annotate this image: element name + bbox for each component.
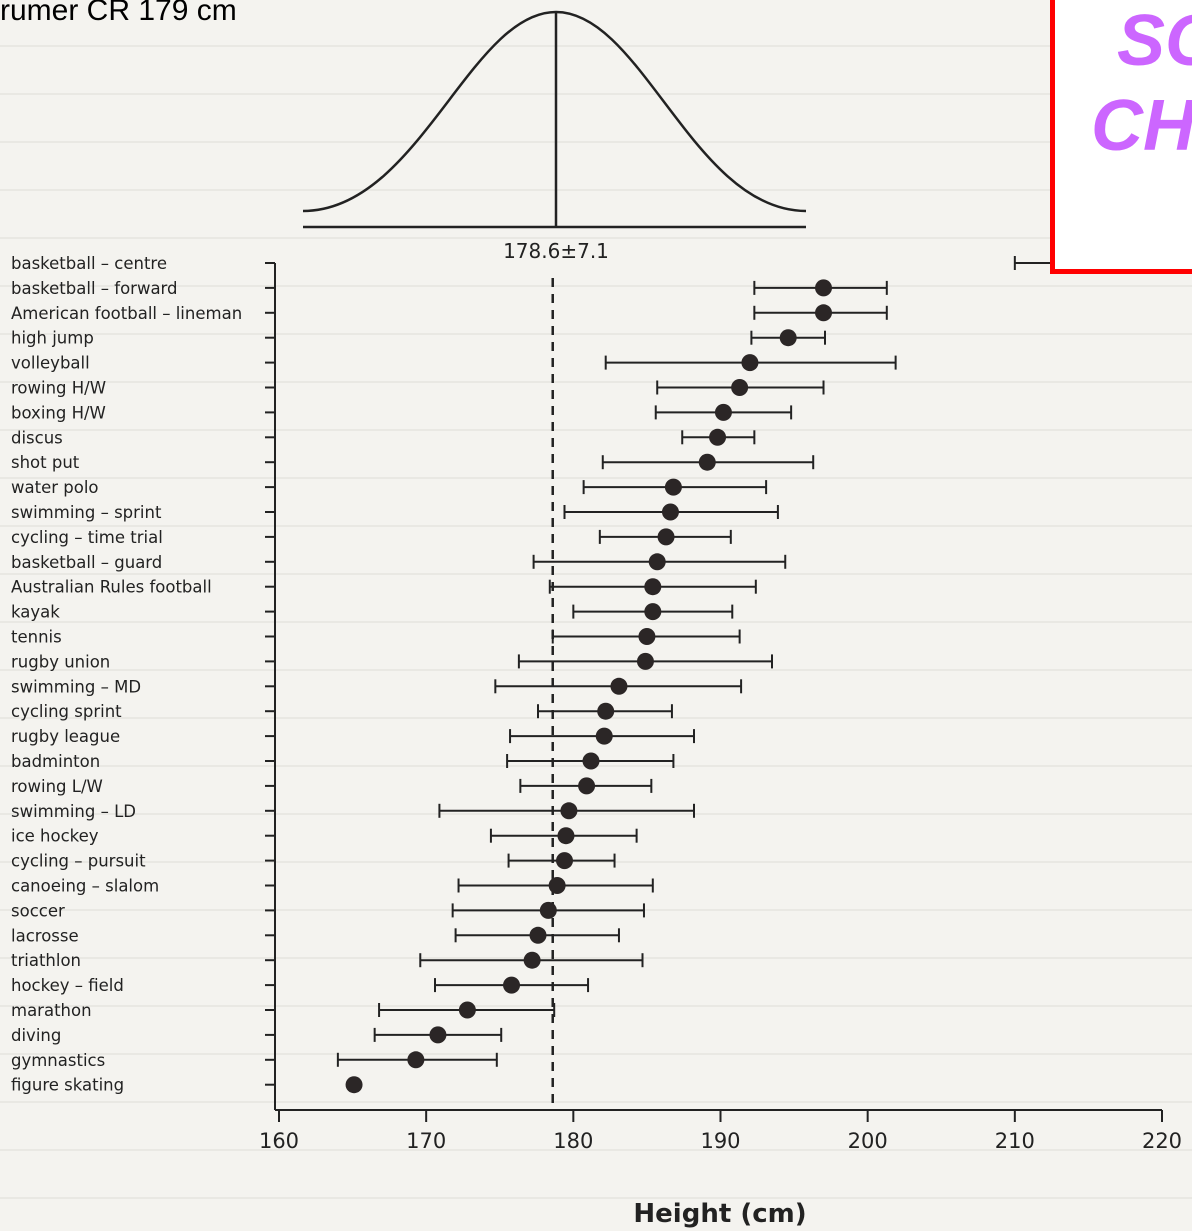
- x-tick-label: 190: [700, 1129, 740, 1153]
- data-point: [657, 528, 675, 546]
- data-point: [523, 951, 541, 969]
- data-point: [661, 503, 679, 521]
- data-point: [582, 752, 600, 770]
- category-label: boxing H/W: [11, 403, 106, 422]
- category-label: swimming – LD: [11, 802, 136, 821]
- data-point: [610, 677, 628, 695]
- category-label: high jump: [11, 329, 94, 348]
- data-point: [557, 827, 575, 845]
- data-point: [503, 976, 521, 994]
- data-point: [539, 901, 557, 919]
- category-label: cycling – pursuit: [11, 852, 146, 871]
- page-header-label: rumer CR 179 cm: [0, 0, 237, 27]
- category-label: badminton: [11, 752, 100, 771]
- data-point: [458, 1001, 476, 1019]
- category-label: basketball – guard: [11, 553, 162, 572]
- category-label: figure skating: [11, 1076, 124, 1095]
- data-point: [648, 553, 666, 571]
- data-point: [556, 852, 574, 870]
- category-label: triathlon: [11, 951, 81, 970]
- data-point: [636, 652, 654, 670]
- corner-text-line-2: CH: [1091, 86, 1192, 166]
- data-point: [714, 403, 732, 421]
- x-tick-label: 160: [259, 1129, 299, 1153]
- category-label: rowing H/W: [11, 379, 106, 398]
- category-label: basketball – forward: [11, 279, 178, 298]
- data-point: [595, 727, 613, 745]
- bell-curve: [302, 10, 807, 213]
- x-tick-label: 210: [995, 1129, 1035, 1153]
- data-point: [698, 453, 716, 471]
- category-label: swimming – MD: [11, 677, 141, 696]
- x-axis-title: Height (cm): [633, 1199, 806, 1229]
- data-point: [429, 1026, 447, 1044]
- category-label: rugby union: [11, 652, 110, 671]
- data-point: [644, 603, 662, 621]
- category-label: American football – lineman: [11, 304, 242, 323]
- data-point: [664, 478, 682, 496]
- category-label: diving: [11, 1026, 61, 1045]
- data-point: [815, 304, 833, 322]
- category-label: lacrosse: [11, 926, 79, 945]
- category-label: gymnastics: [11, 1051, 105, 1070]
- category-label: water polo: [11, 478, 99, 497]
- category-label: hockey – field: [11, 976, 124, 995]
- data-point: [709, 428, 727, 446]
- data-point: [345, 1076, 363, 1094]
- data-point: [578, 777, 596, 795]
- category-label: Australian Rules football: [11, 578, 212, 597]
- data-point: [560, 802, 578, 820]
- category-label: discus: [11, 428, 63, 447]
- data-point: [779, 329, 797, 347]
- corner-text-line-1: SO: [1117, 1, 1192, 81]
- mean-label: 178.6±7.1: [503, 239, 609, 263]
- data-point: [407, 1051, 425, 1069]
- x-tick-label: 220: [1142, 1129, 1182, 1153]
- category-label: cycling sprint: [11, 702, 122, 721]
- category-label: swimming – sprint: [11, 503, 162, 522]
- corner-callout-box: SO CH: [1050, 0, 1192, 274]
- x-tick-label: 200: [848, 1129, 888, 1153]
- category-label: cycling – time trial: [11, 528, 163, 547]
- category-label: rugby league: [11, 727, 120, 746]
- category-label: shot put: [11, 453, 80, 472]
- category-label: ice hockey: [11, 827, 99, 846]
- data-point: [597, 702, 615, 720]
- category-label: volleyball: [11, 354, 90, 373]
- x-tick-label: 170: [406, 1129, 446, 1153]
- category-label: canoeing – slalom: [11, 877, 159, 896]
- data-point: [638, 628, 656, 645]
- data-point: [731, 379, 749, 396]
- category-label: soccer: [11, 901, 65, 920]
- category-label: tennis: [11, 628, 62, 647]
- category-label: marathon: [11, 1001, 92, 1020]
- category-label: basketball – centre: [11, 254, 167, 273]
- data-point: [529, 926, 547, 944]
- category-label: kayak: [11, 603, 60, 622]
- data-point: [815, 279, 833, 297]
- category-label: rowing L/W: [11, 777, 103, 796]
- x-tick-label: 180: [553, 1129, 593, 1153]
- data-point: [548, 877, 566, 894]
- data-point: [741, 354, 759, 372]
- data-point: [644, 578, 662, 596]
